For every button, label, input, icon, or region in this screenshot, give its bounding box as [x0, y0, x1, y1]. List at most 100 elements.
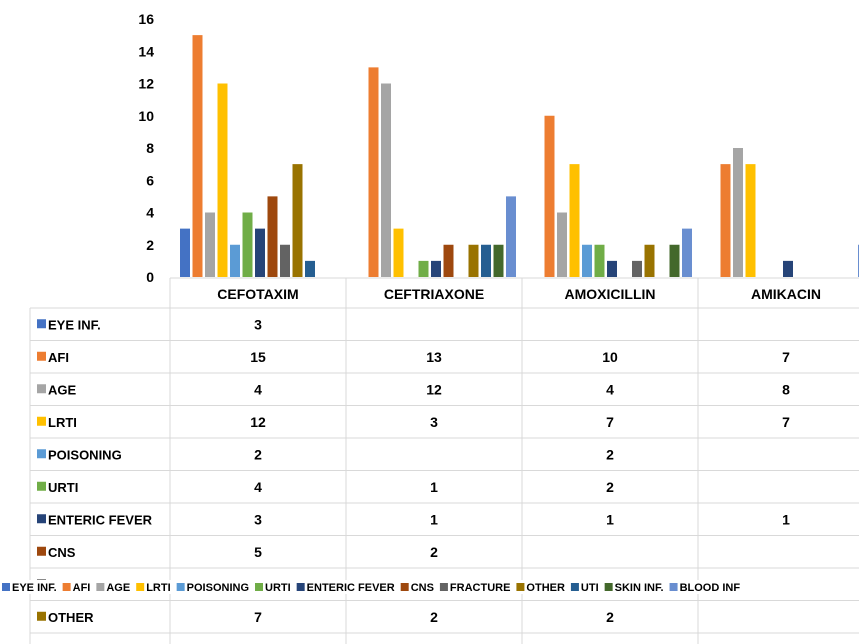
legend-label: CNS: [411, 582, 434, 594]
y-tick-label: 6: [146, 172, 154, 188]
legend-swatch: [669, 583, 678, 591]
bar: [481, 244, 491, 277]
legend-label: EYE INF.: [12, 582, 57, 594]
bar: [544, 115, 555, 277]
bar: [569, 164, 580, 277]
legend-swatch: [439, 583, 448, 591]
y-tick-label: 0: [146, 269, 154, 285]
table-row-label: AGE: [48, 382, 77, 397]
bar: [217, 83, 228, 277]
row-color-key: [37, 449, 46, 459]
bar: [644, 244, 655, 277]
legend-swatch: [296, 583, 305, 591]
table-cell-value: 2: [430, 641, 438, 644]
row-color-key: [37, 416, 46, 426]
legend-label: SKIN INF.: [615, 582, 664, 594]
bar: [305, 260, 315, 277]
bar: [733, 148, 743, 277]
table-row-label: AFI: [48, 350, 69, 365]
bar: [506, 196, 516, 277]
legend-label: LRTI: [146, 582, 170, 594]
legend-label: AGE: [106, 582, 130, 594]
bar: [192, 35, 203, 277]
table-cell-value: 1: [430, 511, 438, 527]
table-cell-value: 8: [782, 381, 790, 397]
legend-swatch: [604, 583, 613, 591]
table-row-label: EYE INF.: [48, 317, 101, 332]
table-cell-value: 2: [606, 609, 614, 625]
legend-label: URTI: [265, 582, 291, 594]
legend-label: ENTERIC FEVER: [307, 582, 395, 594]
y-tick-label: 2: [146, 237, 154, 253]
legend-background: [0, 580, 859, 594]
table-row-label: POISONING: [48, 447, 122, 462]
table-cell-value: 7: [606, 414, 614, 430]
bar: [418, 260, 429, 277]
row-color-key: [37, 384, 46, 394]
y-tick-label: 10: [138, 108, 154, 124]
y-tick-label: 4: [146, 205, 154, 221]
table-cell-value: 3: [254, 511, 262, 527]
legend-label: POISONING: [187, 582, 249, 594]
legend-swatch: [255, 583, 263, 591]
table-cell-value: 2: [430, 609, 438, 625]
table-cell-value: 7: [254, 609, 262, 625]
bar: [745, 164, 756, 277]
bar: [443, 244, 454, 277]
bar: [205, 212, 215, 277]
category-label: AMIKACIN: [751, 286, 821, 302]
row-color-key: [37, 481, 46, 491]
bar: [242, 212, 253, 277]
category-label: CEFOTAXIM: [217, 286, 298, 302]
table-cell-value: 3: [254, 316, 262, 332]
table-cell-value: 1: [606, 511, 614, 527]
table-cell-value: 2: [606, 446, 614, 462]
row-color-key: [37, 611, 46, 621]
table-cell-value: 1: [430, 479, 438, 495]
row-color-key: [37, 546, 46, 556]
legend-label: AFI: [73, 582, 91, 594]
table-row-label: OTHER: [48, 610, 94, 625]
table-cell-value: 1: [782, 511, 790, 527]
bar: [431, 260, 441, 277]
y-tick-label: 16: [138, 11, 154, 27]
table-row-label: UTI: [48, 642, 69, 644]
legend-label: UTI: [581, 582, 599, 594]
legend-swatch: [176, 583, 185, 591]
table-cell-value: 4: [254, 479, 262, 495]
bar: [720, 164, 731, 277]
bar: [180, 228, 190, 277]
table-cell-value: 2: [430, 544, 438, 560]
legend-label: FRACTURE: [450, 582, 511, 594]
legend-swatch: [96, 583, 105, 591]
table-cell-value: 7: [782, 349, 790, 365]
table-cell-value: 13: [426, 349, 442, 365]
table-cell-value: 4: [606, 381, 614, 397]
bar: [368, 67, 379, 277]
row-color-key: [37, 319, 46, 329]
bar: [468, 244, 479, 277]
bar: [230, 244, 240, 277]
table-cell-value: 3: [430, 414, 438, 430]
table-cell-value: 12: [426, 381, 442, 397]
bar: [557, 212, 567, 277]
y-tick-label: 14: [138, 43, 154, 59]
category-label: AMOXICILLIN: [565, 286, 656, 302]
bar: [783, 260, 793, 277]
bar: [393, 228, 404, 277]
table-row-label: ENTERIC FEVER: [48, 512, 153, 527]
legend-swatch: [400, 583, 409, 591]
y-tick-label: 12: [138, 76, 154, 92]
table-cell-value: 1: [254, 641, 262, 644]
table-cell-value: 2: [606, 479, 614, 495]
bar: [267, 196, 278, 277]
table-cell-value: 7: [782, 414, 790, 430]
legend-swatch: [516, 583, 525, 591]
table-row-label: URTI: [48, 480, 78, 495]
bar: [594, 244, 605, 277]
table-cell-value: 4: [254, 381, 262, 397]
bar: [292, 164, 303, 277]
table-cell-value: 10: [602, 349, 618, 365]
bar: [280, 244, 290, 277]
